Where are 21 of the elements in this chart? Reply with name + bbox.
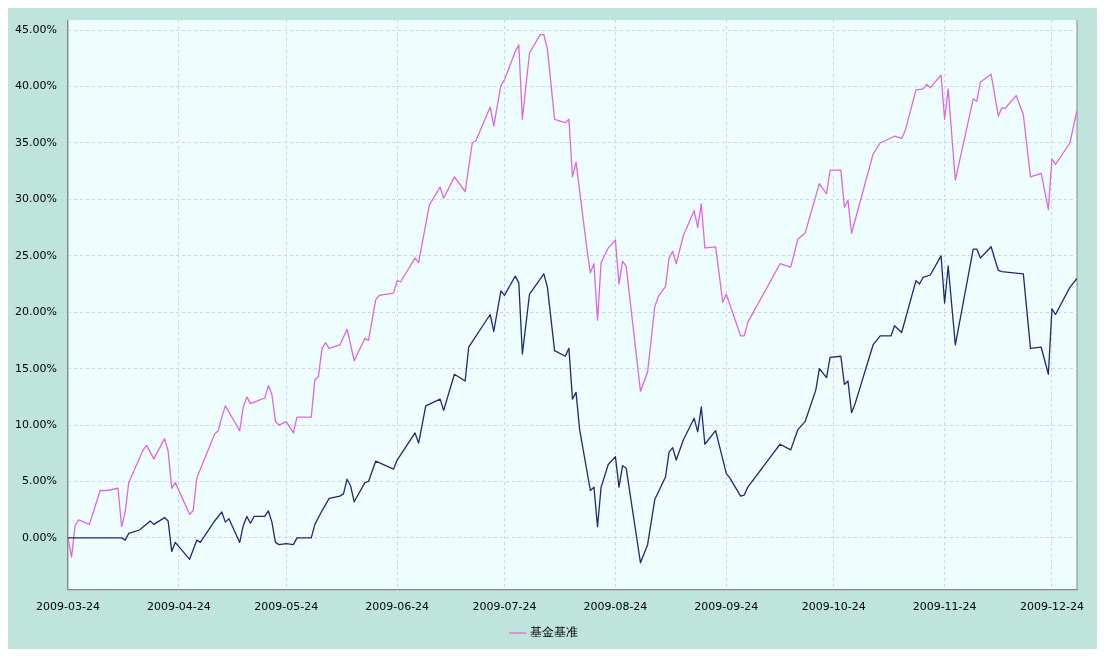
y-tick-label: 5.00%: [21, 474, 57, 488]
x-tick-label: 2009-12-24: [1019, 600, 1084, 614]
y-tick-label: 20.00%: [14, 305, 57, 319]
x-tick-label: 2009-08-24: [583, 600, 648, 614]
x-tick-label: 2009-11-24: [912, 600, 977, 614]
x-tick-label: 2009-10-24: [801, 600, 866, 614]
x-tick-label: 2009-09-24: [694, 600, 759, 614]
y-tick-label: 0.00%: [21, 530, 57, 544]
x-tick-label: 2009-06-24: [365, 600, 430, 614]
y-tick-label: 45.00%: [14, 23, 57, 37]
y-tick-label: 15.00%: [14, 361, 57, 375]
x-tick-label: 2009-07-24: [472, 600, 537, 614]
x-tick-label: 2009-04-24: [146, 600, 211, 614]
legend-label: 基金基准: [529, 625, 578, 640]
y-tick-label: 10.00%: [14, 417, 57, 431]
y-tick-label: 35.00%: [14, 135, 57, 149]
x-tick-label: 2009-05-24: [254, 600, 319, 614]
x-tick-label: 2009-03-24: [35, 600, 100, 614]
y-tick-label: 40.00%: [14, 79, 57, 93]
y-tick-label: 30.00%: [14, 192, 57, 206]
y-tick-label: 25.00%: [14, 248, 57, 262]
